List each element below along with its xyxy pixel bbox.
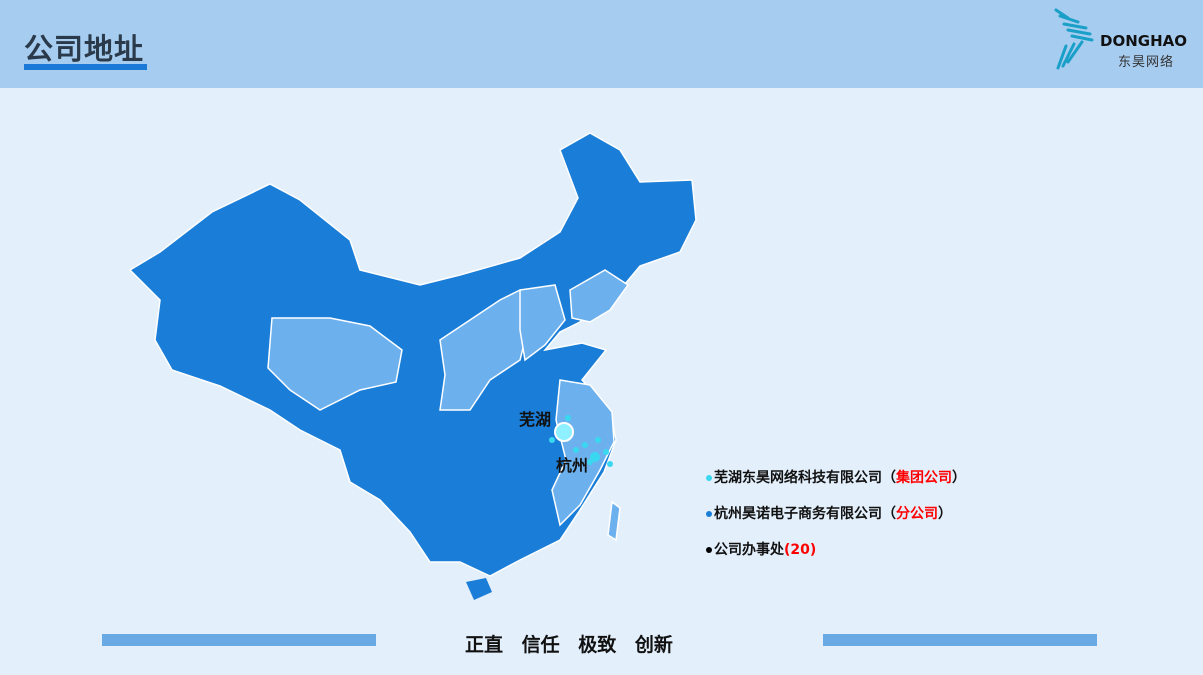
legend-name: 公司办事处 — [714, 542, 784, 558]
legend-tag: 分公司 — [896, 506, 938, 522]
page-title: 公司地址 — [24, 32, 145, 66]
header: 公司地址 DONGHAO 东昊网络 — [0, 0, 1203, 88]
legend-name: 杭州昊诺电子商务有限公司 — [714, 506, 882, 522]
footer-bar-left — [102, 634, 376, 646]
logo-feather-icon — [1054, 8, 1094, 70]
paren: （ — [882, 506, 896, 522]
paren: ） — [952, 470, 966, 486]
hangzhou-marker[interactable] — [590, 452, 600, 462]
footer-motto: 正直 信任 极致 创新 — [465, 634, 673, 656]
paren: （ — [882, 470, 896, 486]
legend-item: 杭州昊诺电子商务有限公司（分公司） — [706, 503, 952, 523]
legend-item: 公司办事处(20) — [706, 539, 816, 559]
legend-name: 芜湖东昊网络科技有限公司 — [714, 470, 882, 486]
bullet-icon — [706, 547, 712, 553]
map-north-provinces[interactable] — [439, 288, 531, 411]
bullet-icon — [706, 511, 712, 517]
logo: DONGHAO 东昊网络 — [1046, 6, 1196, 76]
map-mainland[interactable] — [128, 132, 697, 577]
legend-tag: 集团公司 — [896, 470, 952, 486]
city-label-hangzhou: 杭州 — [556, 456, 589, 475]
map-qinghai[interactable] — [267, 317, 403, 411]
office-dots — [549, 415, 613, 467]
legend-item: 芜湖东昊网络科技有限公司（集团公司） — [706, 467, 966, 487]
legend-tag: (20) — [784, 542, 817, 558]
map-taiwan[interactable] — [607, 500, 621, 542]
bullet-icon — [706, 475, 712, 481]
logo-subtext: 东昊网络 — [1118, 55, 1175, 70]
map-beijing-hebei[interactable] — [519, 284, 566, 362]
footer-bar-right — [823, 634, 1097, 646]
city-label-wuhu: 芜湖 — [519, 410, 552, 429]
map-liaoning[interactable] — [569, 269, 630, 323]
map-hainan[interactable] — [466, 578, 492, 600]
wuhu-marker[interactable] — [554, 422, 574, 442]
logo-text: DONGHAO — [1100, 32, 1187, 50]
title-underline — [24, 64, 147, 70]
paren: ） — [938, 506, 952, 522]
